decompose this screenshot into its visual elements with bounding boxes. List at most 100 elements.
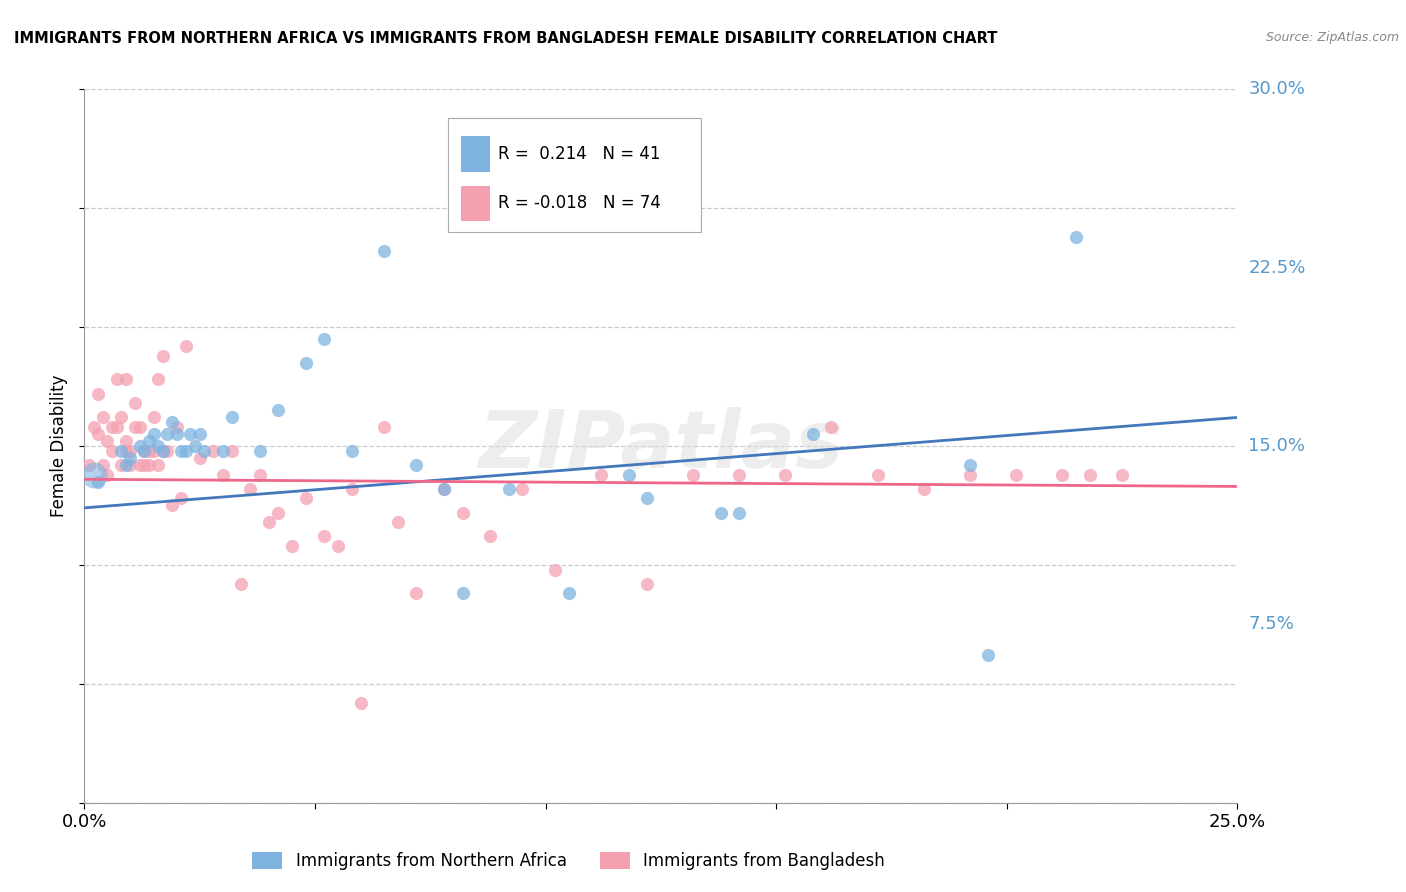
Point (801, 427, 824, 442)
Point (294, 491, 316, 506)
Point (83, 420, 105, 434)
FancyBboxPatch shape (447, 118, 702, 232)
Point (977, 648, 1000, 663)
Point (912, 482, 935, 496)
Point (128, 439, 150, 453)
Point (184, 439, 207, 453)
Point (405, 458, 427, 472)
Point (326, 539, 349, 553)
Point (146, 439, 169, 453)
FancyBboxPatch shape (461, 136, 491, 172)
Point (636, 577, 658, 591)
Point (142, 410, 165, 425)
Point (433, 482, 456, 496)
Point (959, 467, 981, 482)
Point (267, 403, 290, 417)
Y-axis label: Female Disability: Female Disability (51, 375, 69, 517)
Point (387, 515, 409, 529)
Point (544, 563, 567, 577)
Text: ZIPatlas: ZIPatlas (478, 407, 844, 485)
Point (636, 491, 658, 506)
Point (105, 372, 128, 386)
Point (373, 420, 395, 434)
Point (156, 443, 179, 458)
Point (524, 118, 547, 132)
Text: Source: ZipAtlas.com: Source: ZipAtlas.com (1265, 31, 1399, 45)
Point (115, 458, 138, 472)
Point (1050, 467, 1073, 482)
Point (405, 586, 427, 600)
Point (166, 420, 188, 434)
Point (340, 443, 363, 458)
Point (589, 467, 612, 482)
Point (160, 499, 183, 513)
Point (120, 450, 142, 465)
Point (179, 427, 201, 442)
Point (350, 696, 373, 710)
Point (512, 482, 534, 496)
Point (134, 443, 156, 458)
Point (142, 427, 165, 442)
Text: 7.5%: 7.5% (1249, 615, 1295, 633)
Point (710, 506, 733, 520)
Point (124, 420, 146, 434)
Point (152, 443, 174, 458)
Point (138, 443, 160, 458)
Point (728, 467, 751, 482)
Point (1064, 229, 1087, 244)
Point (115, 372, 138, 386)
Point (87, 427, 110, 442)
Point (314, 529, 336, 543)
Point (281, 539, 304, 553)
Point (174, 443, 197, 458)
FancyBboxPatch shape (461, 186, 491, 221)
Legend: Immigrants from Northern Africa, Immigrants from Bangladesh: Immigrants from Northern Africa, Immigra… (246, 845, 891, 877)
Point (115, 434, 138, 449)
Point (91, 410, 114, 425)
Point (249, 443, 271, 458)
Point (96, 467, 118, 482)
Point (340, 482, 363, 496)
Point (156, 427, 179, 442)
Point (134, 443, 156, 458)
Point (221, 410, 243, 425)
Point (498, 482, 520, 496)
Point (110, 410, 132, 425)
Point (170, 491, 193, 506)
Point (170, 443, 193, 458)
Point (479, 529, 502, 543)
Point (682, 467, 704, 482)
Text: R =  0.214   N = 41: R = 0.214 N = 41 (498, 145, 661, 163)
Point (557, 586, 579, 600)
Point (105, 420, 128, 434)
Point (451, 506, 474, 520)
Point (134, 458, 156, 472)
Point (239, 482, 262, 496)
Point (142, 443, 165, 458)
Point (433, 482, 456, 496)
Text: 30.0%: 30.0% (1249, 80, 1305, 98)
Point (820, 420, 842, 434)
Point (193, 443, 215, 458)
Point (188, 427, 211, 442)
Point (91, 458, 114, 472)
Point (96, 434, 118, 449)
Point (959, 458, 981, 472)
Point (152, 443, 174, 458)
Point (617, 467, 640, 482)
Point (373, 244, 395, 258)
Point (101, 420, 124, 434)
Point (1005, 467, 1028, 482)
Point (166, 427, 188, 442)
Point (249, 467, 271, 482)
Point (110, 458, 132, 472)
Point (775, 467, 797, 482)
Point (267, 506, 290, 520)
Point (87, 475, 110, 489)
Text: IMMIGRANTS FROM NORTHERN AFRICA VS IMMIGRANTS FROM BANGLADESH FEMALE DISABILITY : IMMIGRANTS FROM NORTHERN AFRICA VS IMMIG… (14, 31, 997, 46)
Point (120, 443, 142, 458)
Point (174, 339, 197, 353)
Point (1111, 467, 1133, 482)
Point (120, 458, 142, 472)
Point (146, 372, 169, 386)
